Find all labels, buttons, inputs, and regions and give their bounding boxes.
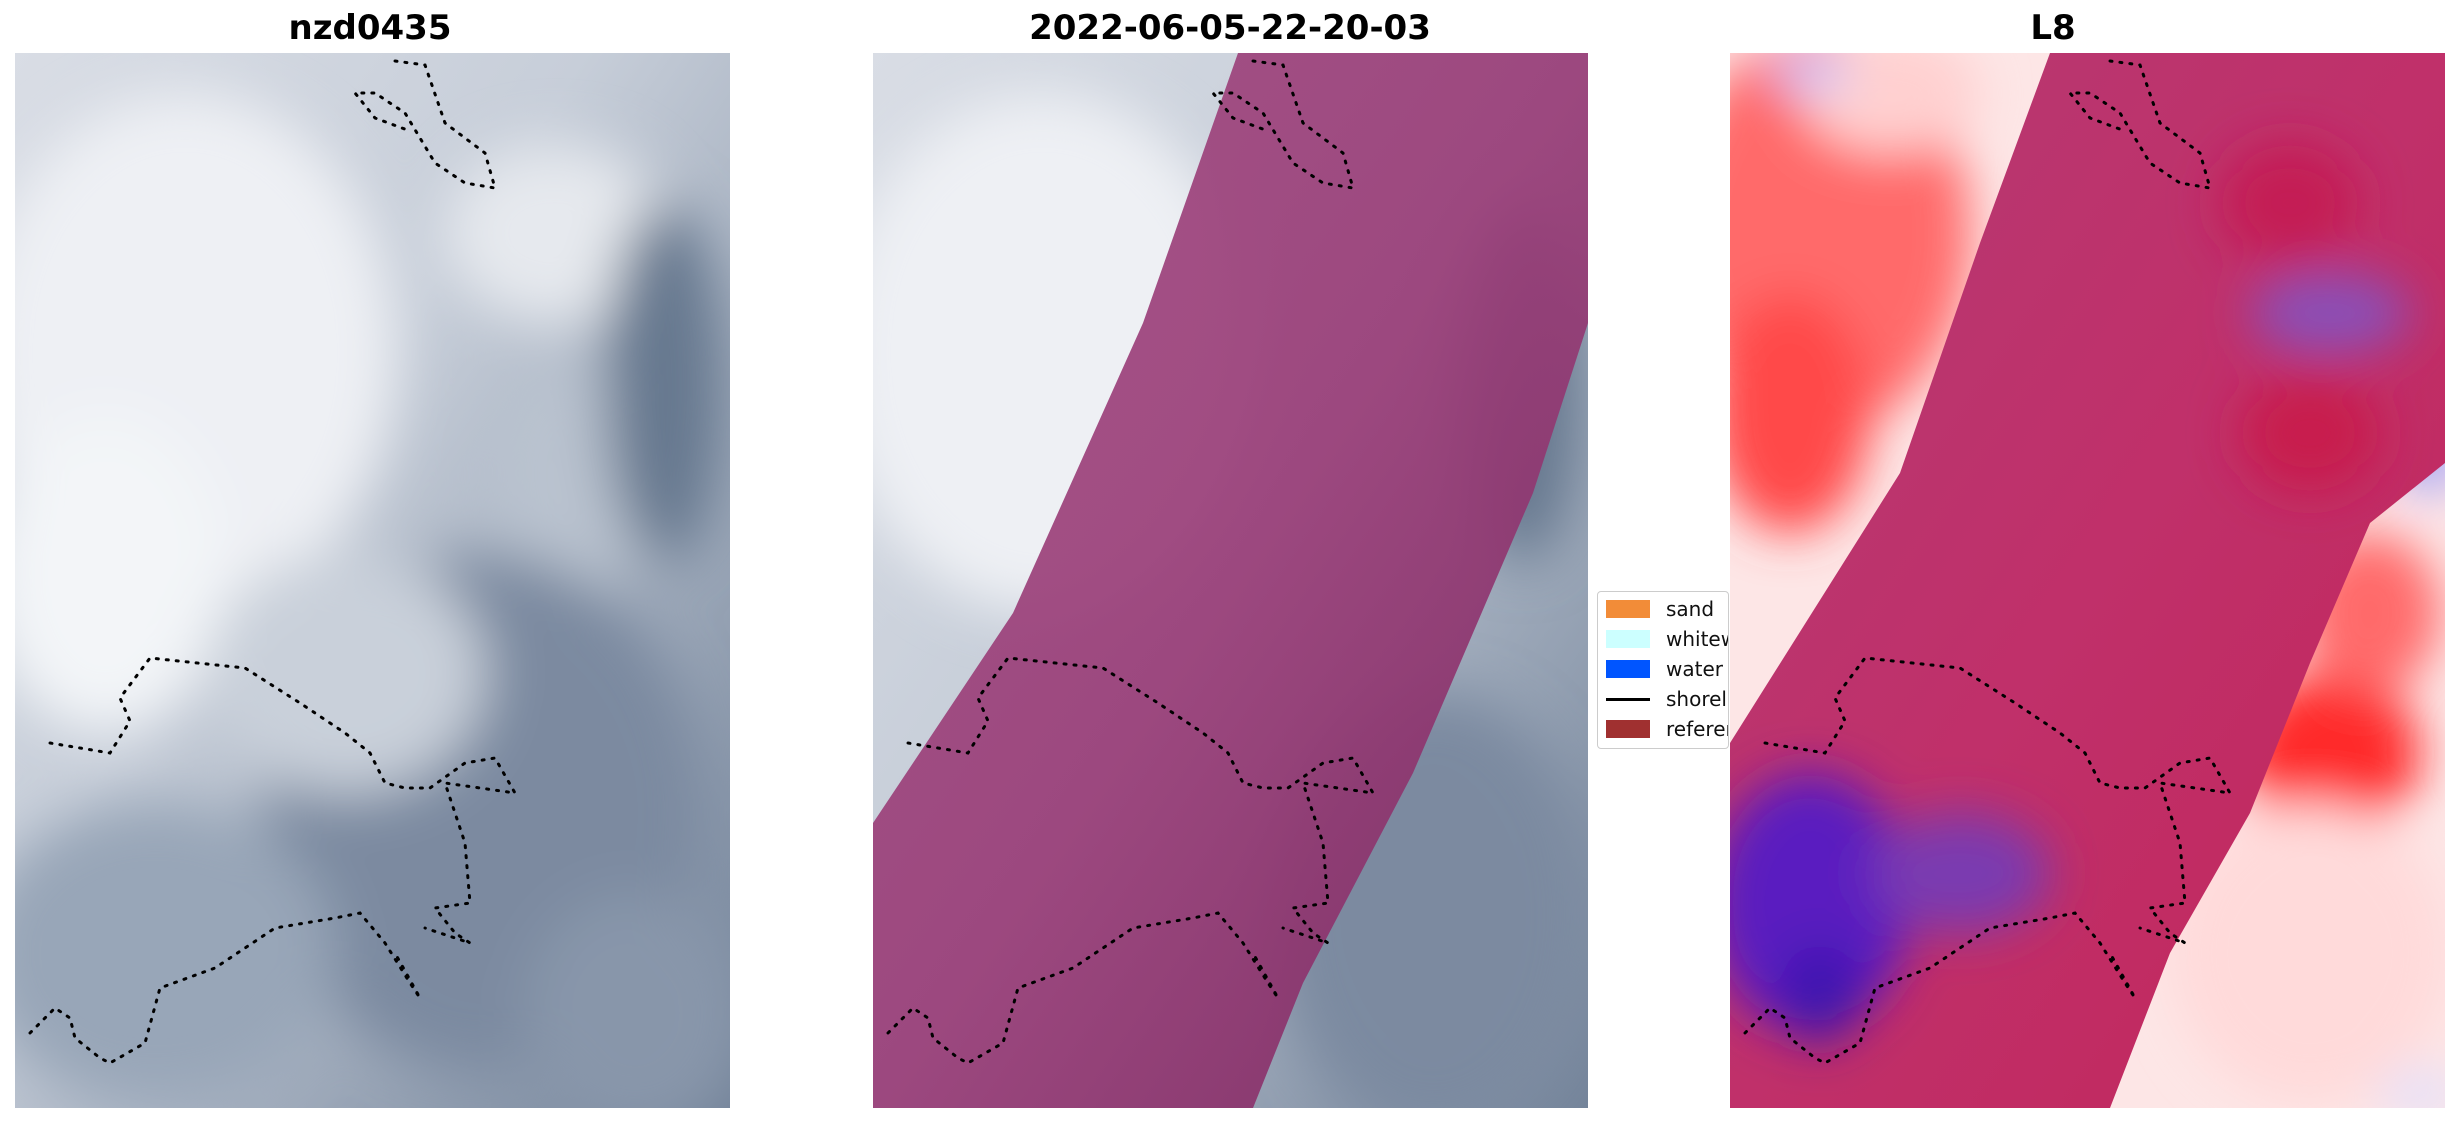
- panel-title-right: L8: [2030, 8, 2076, 48]
- legend-label-shoreline: shoreli: [1666, 687, 1729, 711]
- classification-map: [1730, 53, 2445, 1108]
- classification-map-panel: [1730, 53, 2445, 1108]
- panel-title-left: nzd0435: [288, 8, 452, 48]
- legend-label-reference: referen: [1666, 717, 1728, 741]
- overlay-image-panel: [873, 53, 1588, 1108]
- whitewater-swatch: [1606, 630, 1650, 648]
- reference-swatch: [1606, 720, 1650, 738]
- overlay-image: [873, 53, 1588, 1108]
- satellite-image: [15, 53, 730, 1108]
- shoreline-swatch: [1606, 697, 1650, 701]
- legend-item-shoreline: shoreli: [1606, 684, 1729, 714]
- sand-swatch: [1606, 600, 1650, 618]
- legend-item-reference: referen: [1606, 714, 1728, 744]
- legend-label-water: water: [1666, 657, 1723, 681]
- satellite-image-panel: [15, 53, 730, 1108]
- water-swatch: [1606, 660, 1650, 678]
- legend-label-sand: sand: [1666, 597, 1715, 621]
- legend-item-sand: sand: [1606, 594, 1714, 624]
- legend-item-water: water: [1606, 654, 1723, 684]
- panel-title-middle: 2022-06-05-22-20-03: [1029, 8, 1431, 48]
